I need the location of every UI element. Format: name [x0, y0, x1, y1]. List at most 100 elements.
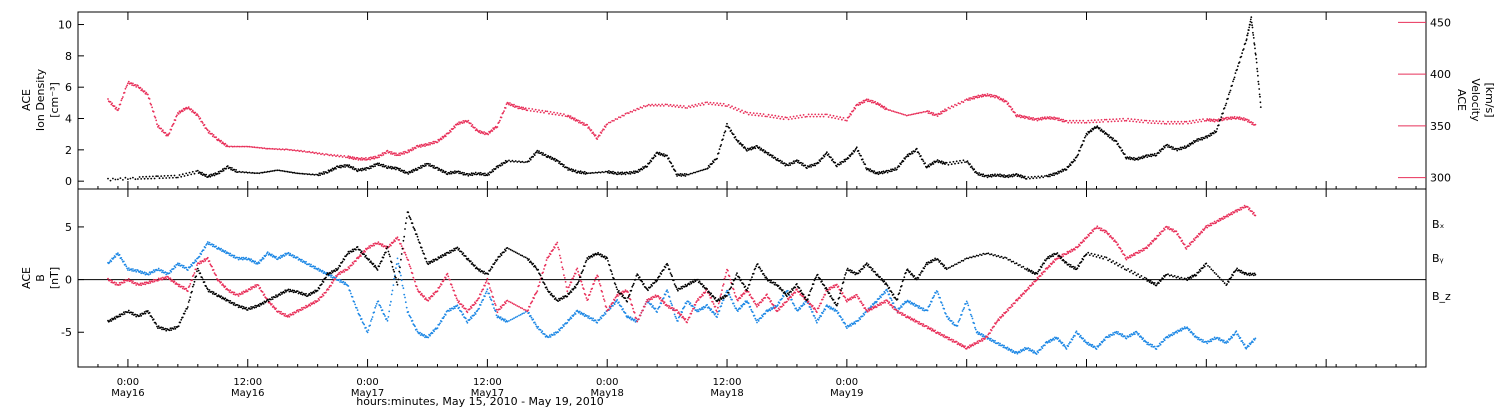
density-point — [240, 171, 243, 174]
density-point — [877, 173, 880, 176]
bz-point — [165, 278, 168, 280]
by-point — [615, 300, 618, 303]
bz-point — [216, 278, 218, 280]
velocity-point — [402, 151, 405, 153]
density-point — [648, 161, 651, 164]
by-point — [322, 272, 325, 275]
by-point — [1083, 339, 1086, 342]
velocity-point — [493, 128, 495, 131]
by-point — [519, 313, 522, 316]
bz-point — [1000, 315, 1003, 318]
density-point — [882, 170, 885, 173]
velocity-point — [832, 114, 835, 117]
density-point — [960, 161, 963, 164]
density-point — [1213, 130, 1216, 132]
velocity-point — [747, 113, 750, 116]
density-point — [494, 167, 497, 170]
by-point — [465, 320, 468, 323]
by-point — [695, 309, 698, 311]
bz-point — [511, 302, 514, 305]
velocity-point — [551, 113, 554, 116]
velocity-point — [1205, 119, 1208, 122]
velocity-point — [283, 148, 286, 151]
velocity-point — [1019, 116, 1022, 119]
by-point — [340, 279, 342, 282]
velocity-point — [909, 114, 911, 116]
bz-point — [278, 310, 281, 313]
bz-point — [1049, 265, 1051, 268]
velocity-tick-label: 300 — [1430, 172, 1451, 185]
velocity-point — [889, 109, 891, 112]
bz-point — [776, 309, 779, 312]
by-point — [903, 302, 906, 305]
bz-point — [204, 259, 207, 262]
by-point — [241, 256, 243, 259]
velocity-point — [719, 102, 722, 105]
density-point — [861, 158, 864, 161]
density-point — [684, 175, 687, 177]
density-point — [403, 169, 406, 172]
velocity-point — [346, 156, 349, 159]
bz-point — [394, 240, 396, 243]
density-point — [499, 164, 502, 167]
by-point — [1188, 328, 1191, 331]
by-point — [304, 262, 307, 265]
density-point — [317, 174, 320, 177]
bz-point — [1061, 253, 1064, 256]
bz-point — [635, 317, 638, 320]
bz-point — [690, 312, 693, 315]
bz-point — [555, 243, 558, 246]
by-point — [964, 303, 967, 305]
bz-point — [980, 338, 983, 341]
by-point — [1149, 343, 1152, 346]
by-point — [202, 249, 205, 252]
density-point — [467, 174, 470, 177]
velocity-point — [190, 108, 193, 110]
velocity-point — [311, 151, 314, 154]
bz-point — [1217, 220, 1220, 223]
density-point — [201, 171, 203, 174]
velocity-point — [231, 145, 234, 148]
by-point — [211, 243, 213, 246]
density-point — [613, 172, 615, 175]
by-point — [1254, 337, 1257, 340]
density-point — [558, 160, 561, 163]
by-point — [928, 305, 931, 308]
by-point — [673, 313, 676, 316]
by-point — [153, 270, 156, 273]
by-point — [431, 332, 434, 335]
by-point — [586, 315, 589, 317]
velocity-point — [440, 138, 443, 141]
velocity-point — [513, 103, 515, 106]
density-point — [199, 171, 202, 174]
density-point — [433, 165, 435, 167]
by-point — [529, 314, 532, 317]
velocity-point — [122, 96, 124, 98]
velocity-point — [253, 146, 256, 149]
bz-point — [462, 304, 465, 307]
velocity-point — [797, 117, 800, 119]
velocity-point — [592, 131, 594, 134]
bz-point — [608, 308, 610, 311]
density-point — [478, 172, 480, 175]
by-point — [885, 288, 888, 291]
by-point — [343, 283, 346, 286]
density-point — [1019, 174, 1022, 177]
velocity-point — [398, 152, 401, 155]
density-point — [1133, 156, 1135, 159]
bz-point — [280, 310, 282, 313]
density-point — [831, 158, 834, 161]
velocity-point — [1242, 117, 1245, 119]
velocity-point — [276, 148, 279, 151]
density-point — [846, 158, 848, 161]
velocity-point — [606, 123, 609, 125]
density-point — [1042, 176, 1045, 179]
by-point — [375, 305, 377, 307]
by-point — [921, 309, 924, 311]
density-point — [851, 153, 854, 155]
velocity-point — [702, 103, 705, 106]
velocity-point — [1030, 117, 1033, 120]
magnetic-field-panel: -505 ACE B [nT] Bₓ Bᵧ B_z — [20, 188, 1451, 368]
by-point — [110, 260, 113, 263]
top-series — [107, 16, 1262, 182]
